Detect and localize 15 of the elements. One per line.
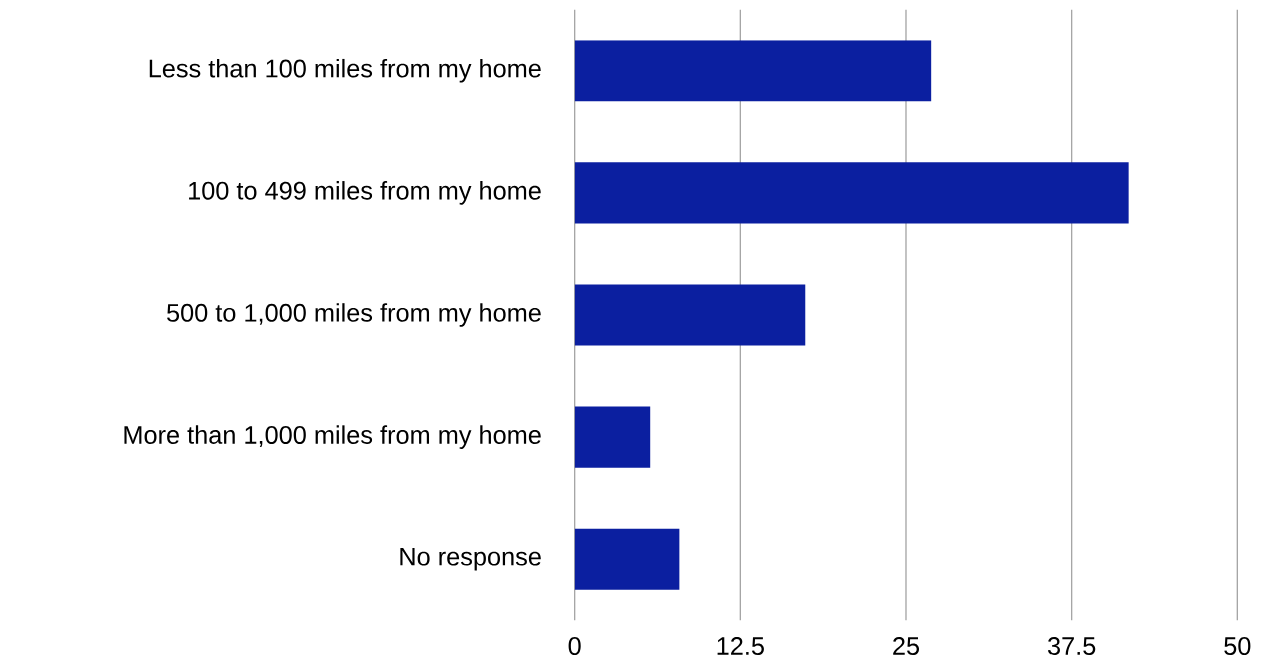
y-tick-label: No response (400, 547, 541, 571)
x-tick-label: 0 (568, 637, 581, 655)
x-tick-label: 12.5 (717, 637, 764, 655)
bar (574, 162, 1129, 224)
y-tick-label: 100 to 499 miles from my home (189, 181, 541, 205)
bar (574, 284, 806, 346)
bar (574, 528, 680, 590)
y-tick-label: 500 to 1,000 miles from my home (167, 303, 541, 327)
y-tick-label: Less than 100 miles from my home (149, 58, 541, 83)
x-tick-label: 37.5 (1047, 637, 1096, 655)
y-tick-label: More than 1,000 miles from my home (124, 425, 541, 449)
bar (574, 40, 932, 102)
x-tick-label: 50 (1224, 637, 1251, 655)
x-tick-label: 25 (893, 637, 920, 655)
bar (574, 406, 651, 468)
